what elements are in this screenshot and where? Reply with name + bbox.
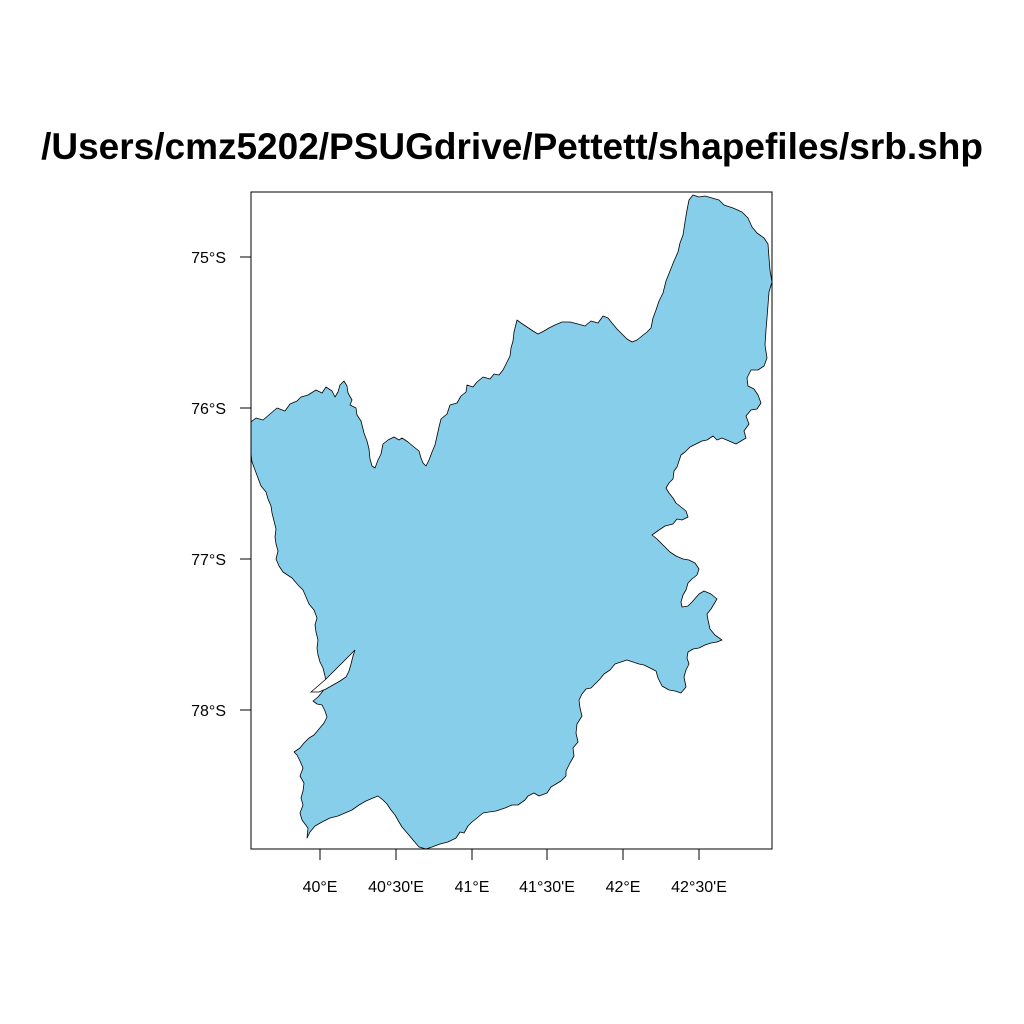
y-tick-label: 78°S bbox=[191, 703, 226, 720]
y-tick-label: 77°S bbox=[191, 552, 226, 569]
y-tick-label: 75°S bbox=[191, 250, 226, 267]
region-shape bbox=[251, 194, 772, 849]
x-tick-label: 42°E bbox=[606, 879, 641, 896]
y-tick-label: 76°S bbox=[191, 401, 226, 418]
lake-shape bbox=[309, 649, 356, 693]
x-tick-label: 40°E bbox=[303, 879, 338, 896]
x-tick-label: 42°30'E bbox=[671, 879, 727, 896]
x-tick-label: 40°30'E bbox=[368, 879, 424, 896]
map-frame bbox=[250, 191, 773, 850]
y-axis: 75°S 76°S 77°S 78°S bbox=[191, 250, 251, 720]
x-tick-label: 41°E bbox=[455, 879, 490, 896]
x-tick-label: 41°30'E bbox=[519, 879, 575, 896]
x-axis: 40°E 40°30'E 41°E 41°30'E 42°E 42°30'E bbox=[303, 849, 727, 896]
map-title: /Users/cmz5202/PSUGdrive/Pettett/shapefi… bbox=[41, 126, 983, 167]
